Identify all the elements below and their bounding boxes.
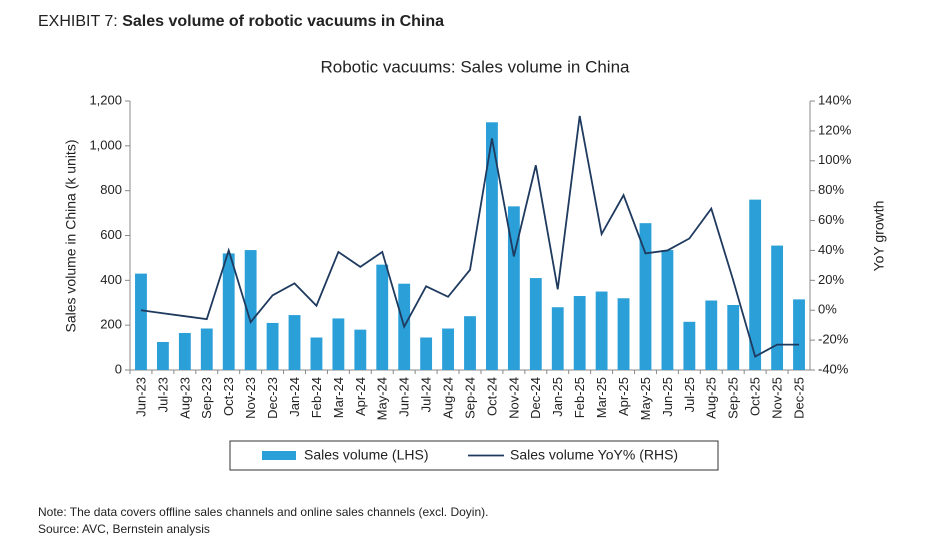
x-tick-label: Dec-25 xyxy=(791,377,806,419)
y2-tick-label: -20% xyxy=(818,332,849,347)
x-tick-label: Jan-24 xyxy=(287,377,302,417)
y-tick-label: 200 xyxy=(100,317,122,332)
x-tick-label: Oct-25 xyxy=(748,377,763,416)
bar xyxy=(771,245,784,370)
y-tick-label: 1,200 xyxy=(89,92,122,107)
x-tick-label: Mar-25 xyxy=(594,377,609,418)
y2-tick-label: 40% xyxy=(818,242,844,257)
y2-tick-label: 0% xyxy=(818,302,837,317)
x-tick-label: Feb-25 xyxy=(572,377,587,418)
bar xyxy=(661,250,674,370)
bar xyxy=(573,296,586,370)
x-tick-label: Jun-24 xyxy=(397,377,412,417)
x-tick-label: Feb-24 xyxy=(309,377,324,418)
bar xyxy=(639,223,652,370)
x-tick-label: Jan-25 xyxy=(550,377,565,417)
bar xyxy=(727,304,740,370)
legend-swatch xyxy=(262,451,296,460)
x-tick-label: Dec-23 xyxy=(265,377,280,419)
bar xyxy=(178,333,191,370)
y2-tick-label: 20% xyxy=(818,272,844,287)
y2-tick-label: 60% xyxy=(818,212,844,227)
bar xyxy=(486,122,498,370)
x-tick-label: Jun-25 xyxy=(660,377,675,417)
y2-tick-label: 100% xyxy=(818,152,852,167)
x-tick-label: Nov-23 xyxy=(243,377,258,419)
x-tick-label: Dec-24 xyxy=(528,377,543,419)
bar xyxy=(332,318,345,370)
y2-tick-label: 140% xyxy=(818,92,852,107)
x-tick-label: Aug-25 xyxy=(704,377,719,419)
bar xyxy=(200,328,213,370)
y2-tick-label: 120% xyxy=(818,122,852,137)
bar xyxy=(464,316,476,370)
exhibit-label: EXHIBIT 7: xyxy=(38,13,118,30)
bar xyxy=(749,199,762,370)
bar xyxy=(507,206,520,370)
bar xyxy=(376,264,389,370)
x-tick-label: May-24 xyxy=(375,377,390,420)
bar xyxy=(288,315,301,370)
bar xyxy=(793,299,805,370)
bar xyxy=(551,307,564,370)
bar xyxy=(135,273,147,370)
exhibit-title: Sales volume of robotic vacuums in China xyxy=(122,13,444,30)
legend-label: Sales volume (LHS) xyxy=(304,447,429,463)
x-tick-label: Jun-23 xyxy=(133,377,148,417)
bar xyxy=(266,322,279,370)
x-tick-label: Nov-25 xyxy=(770,377,785,419)
x-tick-label: Jul-25 xyxy=(682,377,697,412)
line xyxy=(140,115,800,358)
y-tick-label: 600 xyxy=(100,227,122,242)
bar xyxy=(683,321,696,370)
y2-tick-label: -40% xyxy=(818,361,849,376)
x-tick-label: May-25 xyxy=(638,377,653,420)
legend-box xyxy=(229,440,719,471)
x-tick-label: Sep-23 xyxy=(199,377,214,419)
bar xyxy=(595,291,608,370)
x-tick-label: Mar-24 xyxy=(331,377,346,418)
y2-tick-label: 80% xyxy=(818,182,844,197)
x-tick-label: Aug-24 xyxy=(441,377,456,419)
source: Source: AVC, Bernstein analysis xyxy=(38,522,210,536)
y-axis-label: Sales volume in China (k units) xyxy=(63,140,79,333)
x-tick-label: Oct-23 xyxy=(221,377,236,416)
bar xyxy=(705,300,718,370)
x-tick-label: Aug-23 xyxy=(177,377,192,419)
x-tick-label: Oct-24 xyxy=(484,377,499,416)
bar xyxy=(244,250,257,370)
x-tick-label: Apr-25 xyxy=(616,377,631,416)
x-tick-label: Sep-25 xyxy=(726,377,741,419)
bar xyxy=(222,253,235,370)
y-tick-label: 0 xyxy=(115,361,122,376)
bar xyxy=(156,341,169,370)
x-tick-label: Apr-24 xyxy=(353,377,368,416)
bar xyxy=(529,278,542,370)
bar xyxy=(442,328,454,370)
y-tick-label: 1,000 xyxy=(89,137,122,152)
x-tick-label: Sep-24 xyxy=(462,377,477,419)
exhibit-heading: EXHIBIT 7: Sales volume of robotic vacuu… xyxy=(38,13,444,30)
bar xyxy=(617,298,630,370)
x-tick-label: Jul-24 xyxy=(419,377,434,412)
bar xyxy=(354,329,367,370)
legend-label: Sales volume YoY% (RHS) xyxy=(510,447,678,463)
bar xyxy=(420,337,433,370)
y-tick-label: 400 xyxy=(100,272,122,287)
x-tick-label: Jul-23 xyxy=(155,377,170,412)
chart-title: Robotic vacuums: Sales volume in China xyxy=(321,57,631,76)
note: Note: The data covers offline sales chan… xyxy=(38,505,488,519)
x-tick-label: Nov-24 xyxy=(506,377,521,419)
y2-axis-label: YoY growth xyxy=(871,201,887,272)
bar xyxy=(310,337,323,370)
y-tick-label: 800 xyxy=(100,182,122,197)
